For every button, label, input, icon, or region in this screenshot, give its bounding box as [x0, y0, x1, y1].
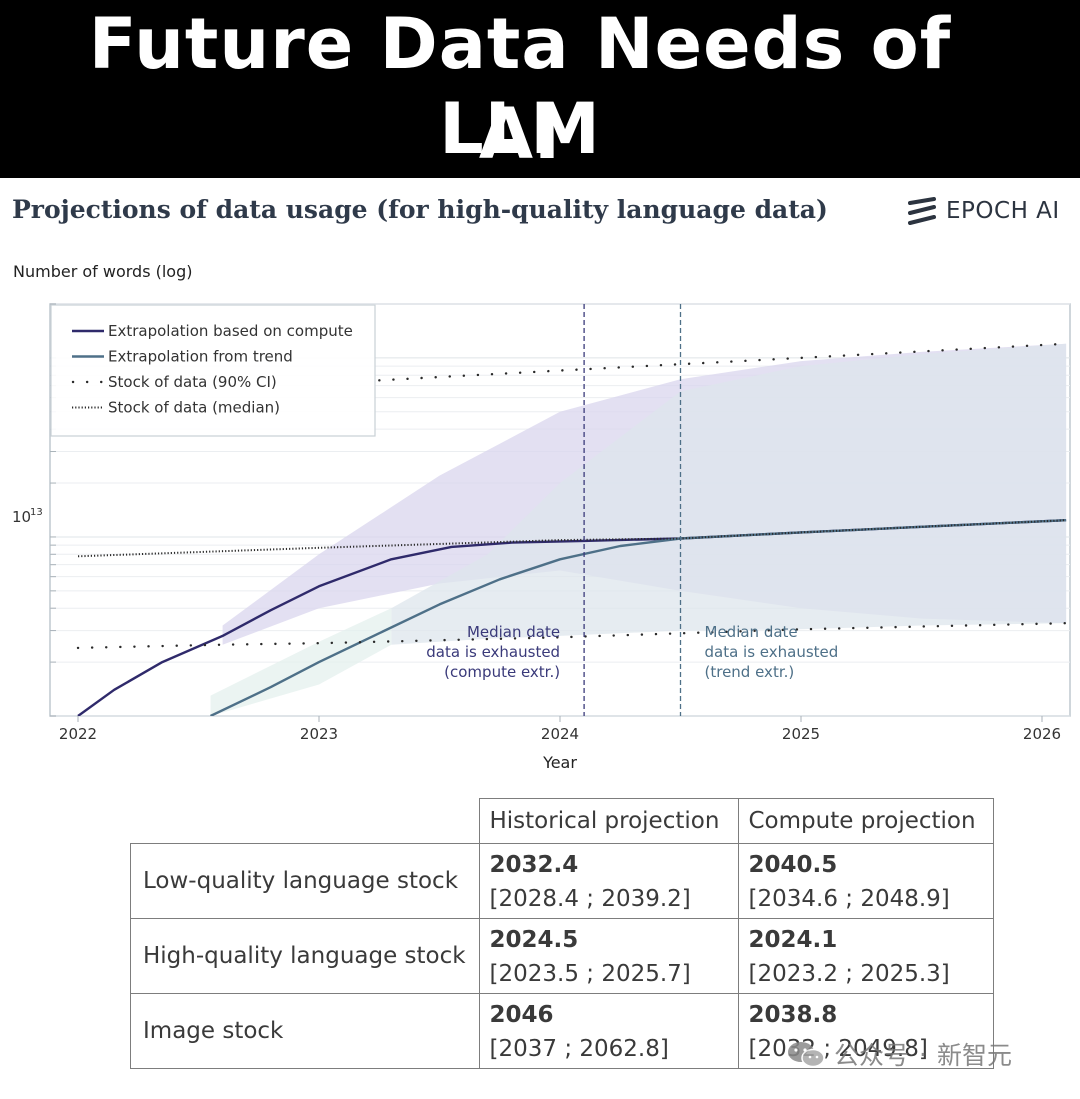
median-value: 2046 — [489, 1002, 554, 1028]
table-cell: 2046 [2037 ; 2062.8] — [478, 993, 739, 1069]
ci-value: [2023.5 ; 2025.7] — [489, 961, 691, 987]
x-tick-label: 2025 — [782, 725, 820, 743]
x-tick-label: 2026 — [1023, 725, 1061, 743]
median-value: 2032.4 — [489, 852, 579, 878]
watermark: 公众号 · 新智元 — [786, 1036, 1012, 1072]
median-value: 2024.1 — [748, 927, 838, 953]
legend-box — [50, 304, 376, 437]
x-tick-label: 2024 — [541, 725, 579, 743]
ci-value: [2032 ; 2049.8] — [748, 1036, 928, 1062]
exhaustion-label-line: (trend extr.) — [705, 663, 795, 681]
epoch-ai-logo: EPOCH AI — [906, 193, 1060, 229]
logo-text: EPOCH AI — [946, 198, 1060, 224]
banner-title-line-2: AI — [478, 93, 562, 175]
table-row: High-quality language stock 2024.5 [2023.… — [130, 918, 994, 994]
median-value: 2038.8 — [748, 1002, 838, 1028]
legend-label: Extrapolation based on compute — [108, 322, 353, 340]
y-tick-label: 10 — [12, 508, 31, 526]
chart-svg: Number of words (log) Median date data is… — [12, 262, 1071, 772]
x-axis-label: Year — [542, 753, 577, 772]
x-tick-label: 2023 — [300, 725, 338, 743]
exhaustion-label-line: data is exhausted — [705, 643, 839, 661]
row-label: Image stock — [130, 993, 480, 1069]
table-cell: 2024.5 [2023.5 ; 2025.7] — [478, 918, 739, 994]
watermark-separator: · — [919, 1039, 927, 1069]
y-axis-label: Number of words (log) — [13, 262, 193, 281]
exhaustion-markers: Median date data is exhausted (compute ext… — [426, 304, 838, 716]
ci-value: [2034.6 ; 2048.9] — [748, 886, 950, 912]
ci-value: [2037 ; 2062.8] — [489, 1036, 669, 1062]
banner: Future Data Needs of LLM AI — [0, 0, 1080, 178]
trend-uncertainty-band — [391, 343, 1067, 645]
table-row: Image stock 2046 [2037 ; 2062.8] 2038.8 [2… — [130, 993, 994, 1069]
table-cell: 2038.8 [2032 ; 2049.8] — [737, 993, 994, 1069]
watermark-right: 新智元 — [936, 1041, 1012, 1070]
table-cell: 2040.5 [2034.6 ; 2048.9] — [737, 843, 994, 919]
x-tick-label: 2022 — [59, 725, 97, 743]
median-value: 2040.5 — [748, 852, 838, 878]
table-header-empty — [130, 798, 480, 844]
epoch-stripes-icon — [908, 197, 936, 225]
legend-label: Extrapolation from trend — [108, 348, 293, 366]
table-header-row: Historical projection Compute projection — [130, 798, 994, 844]
table-cell: 2024.1 [2023.2 ; 2025.3] — [737, 918, 994, 994]
y-tick-label-exponent: 13 — [30, 507, 43, 518]
ci-value: [2023.2 ; 2025.3] — [748, 961, 950, 987]
banner-title-line-1: Future Data Needs of LLM — [88, 3, 952, 170]
uncertainty-bands — [210, 343, 1067, 716]
table-header-historical: Historical projection — [478, 798, 739, 844]
exhaustion-label-line: data is exhausted — [426, 643, 560, 661]
exhaustion-table: Historical projection Compute projection… — [130, 798, 994, 1069]
wechat-icon — [788, 1042, 825, 1068]
exhaustion-label-line: (compute extr.) — [444, 663, 560, 681]
ci-value: [2028.4 ; 2039.2] — [489, 886, 691, 912]
table-cell: 2032.4 [2028.4 ; 2039.2] — [478, 843, 739, 919]
exhaustion-label-line: Median date — [467, 623, 560, 641]
row-label: High-quality language stock — [130, 918, 480, 994]
median-value: 2024.5 — [489, 927, 579, 953]
legend-label: Stock of data (median) — [108, 399, 280, 417]
x-axis-ticks: 2022 2023 2024 2025 2026 — [59, 716, 1061, 743]
legend: Extrapolation based on compute Extrapolat… — [50, 304, 376, 437]
row-label: Low-quality language stock — [130, 843, 480, 919]
exhaustion-label-line: Median date — [705, 623, 798, 641]
watermark-left: 公众号 — [834, 1041, 910, 1070]
chart-title: Projections of data usage (for high-qual… — [12, 195, 828, 224]
legend-label: Stock of data (90% CI) — [108, 373, 277, 391]
table-row: Low-quality language stock 2032.4 [2028.4… — [130, 843, 994, 919]
table-header-compute: Compute projection — [737, 798, 994, 844]
trend-lower-tail-band — [210, 608, 392, 716]
